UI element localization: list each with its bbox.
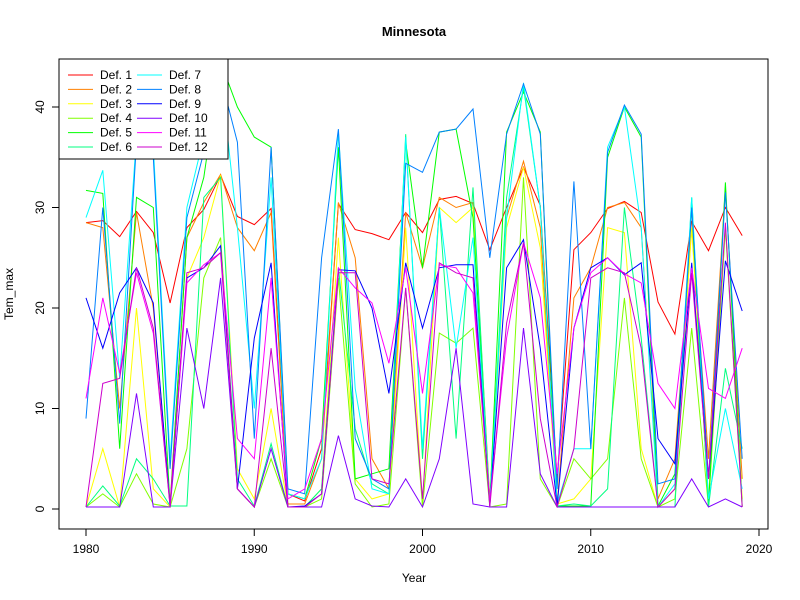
y-tick-label: 20 [33,301,47,315]
y-axis: 0 10 20 30 40 [33,100,59,512]
legend-label-1: Def. 1 [100,68,132,82]
legend-label-8: Def. 8 [169,82,201,96]
legend-label-9: Def. 9 [169,97,201,111]
y-tick-label: 40 [33,100,47,114]
x-tick-label: 2020 [746,542,773,556]
legend-label-4: Def. 4 [100,111,132,125]
x-tick-label: 1990 [241,542,268,556]
x-axis-label: Year [402,571,426,585]
legend-label-5: Def. 5 [100,126,132,140]
legend-label-7: Def. 7 [169,68,201,82]
chart-title: Minnesota [382,24,447,39]
y-axis-label: Tem_max [2,268,16,320]
x-axis: 1980 1990 2000 2010 2020 [73,529,773,556]
x-tick-label: 2000 [409,542,436,556]
x-tick-label: 2010 [577,542,604,556]
legend-label-10: Def. 10 [169,111,208,125]
legend-label-6: Def. 6 [100,140,132,154]
y-tick-label: 30 [33,201,47,215]
legend-label-3: Def. 3 [100,97,132,111]
legend-label-11: Def. 11 [169,126,207,140]
legend-label-12: Def. 12 [169,140,208,154]
x-tick-label: 1980 [73,542,100,556]
y-tick-label: 0 [33,505,47,512]
y-tick-label: 10 [33,402,47,416]
legend-label-2: Def. 2 [100,82,132,96]
